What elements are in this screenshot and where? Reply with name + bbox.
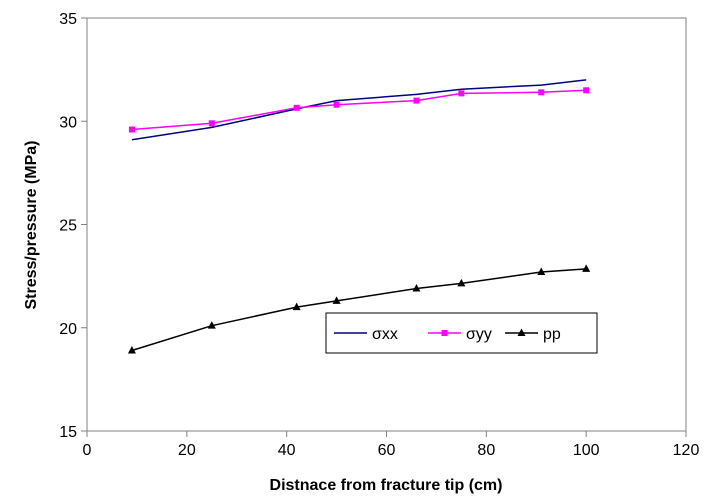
series-2-line: [131, 89, 587, 131]
series-layer: [127, 79, 591, 354]
y-tick-label: 20: [59, 321, 77, 338]
legend-item-2: σyy: [428, 326, 492, 343]
y-axis: 15 20 25 30 35: [59, 11, 87, 441]
series-2-point: [128, 126, 135, 133]
series-3-point: [582, 264, 591, 272]
series-2-point: [413, 97, 420, 104]
x-tick-label: 60: [378, 442, 396, 459]
series-2-point: [458, 90, 465, 97]
x-tick-label: 80: [477, 442, 495, 459]
legend-item-3-label: pp: [543, 326, 561, 343]
y-tick-label: 30: [59, 114, 77, 131]
legend-item-1-label: σxx: [372, 326, 398, 343]
series-2: [128, 87, 590, 133]
series-2-point: [333, 101, 340, 108]
legend-item-2-label: σyy: [466, 326, 492, 343]
series-3-point: [457, 278, 466, 287]
series-3-point: [292, 302, 301, 311]
series-3-point: [207, 321, 216, 329]
series-3-point: [537, 267, 546, 275]
series-3-point: [332, 296, 341, 304]
series-2-point: [538, 89, 545, 96]
series-1: [131, 79, 587, 141]
legend-item-3: pp: [505, 326, 561, 343]
y-axis-label: Stress/pressure (MPa): [23, 141, 40, 310]
series-3: [127, 264, 591, 354]
legend: σxx σyy pp: [325, 312, 598, 354]
plot-area: [86, 17, 687, 432]
series-3-point: [412, 284, 421, 292]
legend-item-3-marker: [517, 328, 526, 336]
x-axis-label: Distnace from fracture tip (cm): [270, 477, 503, 494]
x-tick-label: 40: [278, 442, 296, 459]
y-tick-label: 25: [59, 218, 77, 235]
x-axis: 0 20 40 60 80 100 120: [83, 431, 700, 459]
legend-item-2-marker: [441, 330, 448, 336]
x-tick-label: 0: [83, 442, 92, 459]
series-3-line: [131, 268, 587, 352]
series-2-point: [208, 120, 215, 127]
series-2-point: [583, 87, 590, 94]
y-tick-label: 35: [59, 11, 77, 28]
x-tick-label: 100: [573, 442, 600, 459]
series-2-point: [293, 104, 300, 111]
x-tick-label: 20: [178, 442, 196, 459]
series-1-line: [131, 79, 587, 141]
series-3-point: [127, 345, 136, 354]
legend-item-1: σxx: [334, 326, 398, 343]
x-tick-label: 120: [673, 442, 700, 459]
y-tick-label: 15: [59, 424, 77, 441]
legend-box: [325, 312, 598, 354]
